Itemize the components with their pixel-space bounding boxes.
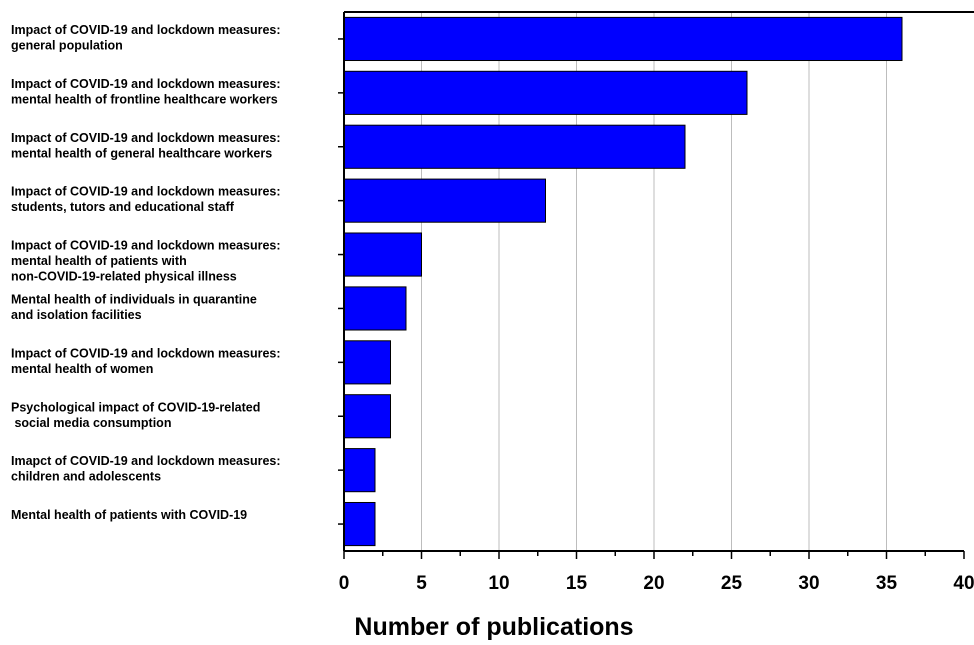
bar: [343, 70, 748, 115]
category-label-line: mental health of frontline healthcare wo…: [11, 92, 278, 106]
category-label: Impact of COVID-19 and lockdown measures…: [11, 185, 281, 215]
category-label-line: and isolation facilities: [11, 308, 142, 322]
category-label: Impact of COVID-19 and lockdown measures…: [11, 239, 281, 284]
x-tick-label: 40: [953, 573, 974, 594]
category-label-line: Psychological impact of COVID-19-related: [11, 400, 260, 414]
x-tick-label: 30: [798, 573, 819, 594]
x-tick-label: 35: [876, 573, 898, 594]
category-label-line: Impact of COVID-19 and lockdown measures…: [11, 131, 281, 145]
x-tick-label: 10: [488, 573, 509, 594]
category-label: Mental health of patients with COVID-19: [11, 508, 247, 522]
category-label-line: Imapct of COVID-19 and lockdown measures…: [11, 454, 281, 468]
bars: [343, 16, 903, 547]
x-axis-title: Number of publications: [354, 613, 633, 640]
x-ticks: 0 5 10 15 20 25 30 35 40: [338, 38, 974, 594]
category-label: Impact of COVID-19 and lockdown measures…: [11, 131, 281, 161]
category-label-line: Impact of COVID-19 and lockdown measures…: [11, 23, 281, 37]
category-label-line: non-COVID-19-related physical illness: [11, 270, 237, 284]
category-label-line: students, tutors and educational staff: [11, 200, 235, 214]
category-label: Psychological impact of COVID-19-related…: [11, 400, 260, 430]
category-label: Impact of COVID-19 and lockdown measures…: [11, 23, 281, 53]
category-label-line: mental health of patients with: [11, 254, 187, 268]
x-tick-label: 25: [721, 573, 743, 594]
category-label-line: social media consumption: [11, 416, 171, 430]
bar: [343, 16, 903, 62]
bar: [343, 286, 407, 331]
category-label-line: Impact of COVID-19 and lockdown measures…: [11, 185, 281, 199]
category-label: Impact of COVID-19 and lockdown measures…: [11, 346, 281, 376]
bar: [343, 394, 391, 439]
x-tick-label: 15: [566, 573, 588, 594]
bar: [343, 340, 391, 385]
category-label: Imapct of COVID-19 and lockdown measures…: [11, 454, 281, 484]
category-label-line: Impact of COVID-19 and lockdown measures…: [11, 77, 281, 91]
category-label: Impact of COVID-19 and lockdown measures…: [11, 77, 281, 107]
category-label-line: general population: [11, 39, 123, 53]
bar: [343, 124, 686, 169]
category-label-line: mental health of women: [11, 362, 153, 376]
category-label-line: Impact of COVID-19 and lockdown measures…: [11, 346, 281, 360]
category-label-line: children and adolescents: [11, 470, 161, 484]
category-label: Mental health of individuals in quaranti…: [11, 293, 257, 323]
bar: [343, 232, 422, 277]
bar: [343, 501, 376, 547]
category-label-line: Mental health of patients with COVID-19: [11, 508, 247, 522]
x-tick-label: 5: [416, 573, 427, 594]
category-label-line: Impact of COVID-19 and lockdown measures…: [11, 239, 281, 253]
bar: [343, 448, 376, 493]
category-label-line: Mental health of individuals in quaranti…: [11, 293, 257, 307]
x-tick-label: 20: [643, 573, 664, 594]
category-labels: Impact of COVID-19 and lockdown measures…: [11, 23, 281, 522]
bar: [343, 178, 546, 223]
category-label-line: mental health of general healthcare work…: [11, 146, 272, 160]
x-tick-label: 0: [339, 573, 350, 594]
